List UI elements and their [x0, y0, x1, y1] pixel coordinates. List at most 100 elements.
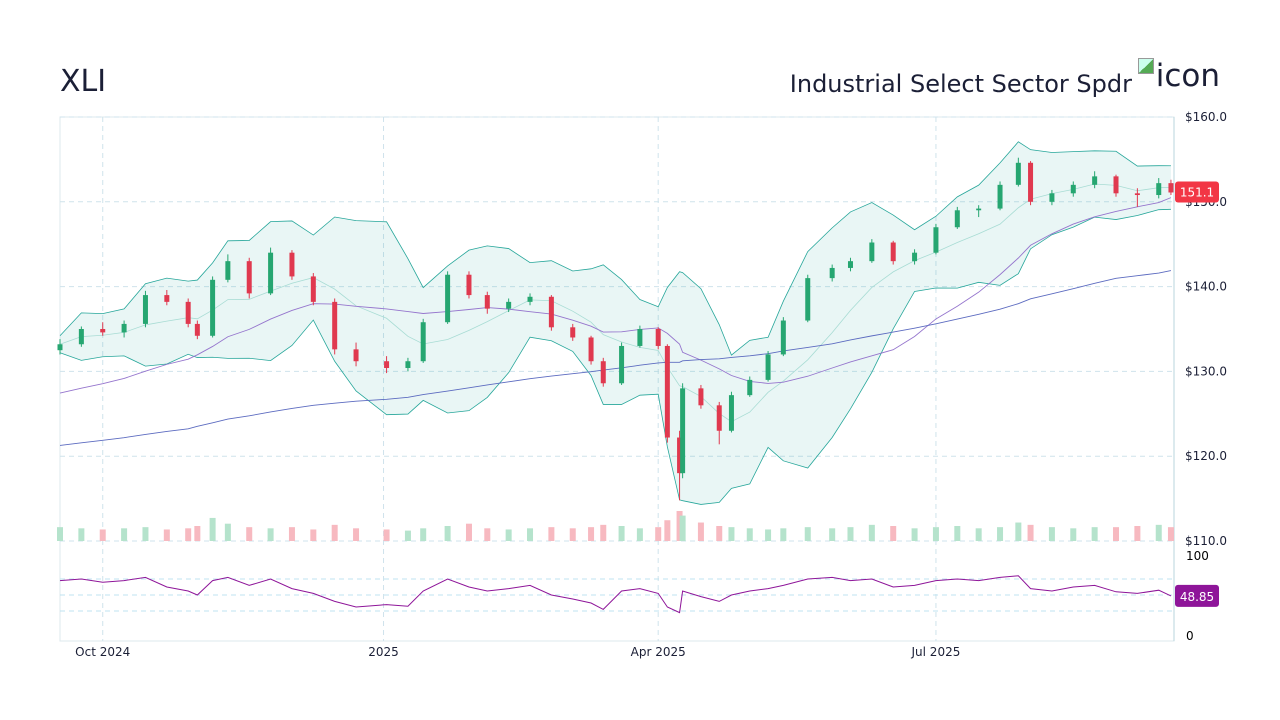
volume-bar	[954, 526, 961, 541]
volume-bar	[1015, 522, 1022, 541]
rsi-last-label: 48.85	[1180, 590, 1214, 604]
candle-body	[332, 301, 338, 350]
candle-body	[1070, 184, 1076, 194]
last-price-badge	[1175, 181, 1219, 203]
volume-bar	[1155, 524, 1162, 541]
volume-bar	[1070, 528, 1077, 541]
candle-body	[698, 388, 704, 406]
candle-body	[164, 295, 170, 302]
y-tick-label: $120.0	[1185, 449, 1227, 463]
candle-body	[747, 379, 753, 396]
candle-body	[1113, 176, 1119, 194]
volume-bar	[246, 527, 253, 541]
volume-bar	[383, 529, 390, 541]
volume-bar	[465, 523, 472, 541]
rsi-axis-label: 0	[1186, 629, 1194, 643]
candle-body	[1049, 193, 1055, 202]
volume-bar	[975, 528, 982, 541]
bollinger-band-fill	[60, 141, 1171, 505]
volume-bar	[527, 528, 534, 541]
volume-bar	[420, 528, 427, 541]
candle-body	[570, 327, 576, 338]
volume-bar	[847, 527, 854, 541]
volume-bar	[288, 527, 295, 541]
volume-bar	[484, 528, 491, 541]
candle-body	[466, 274, 472, 296]
volume-bar	[331, 524, 338, 541]
x-tick-label: Apr 2025	[631, 645, 686, 659]
candle-body	[869, 242, 875, 262]
x-tick-label: 2025	[368, 645, 399, 659]
y-tick-label: $140.0	[1185, 280, 1227, 294]
candle-body	[78, 329, 84, 345]
volume-bar	[224, 523, 231, 541]
volume-bar	[868, 524, 875, 541]
candle-body	[527, 296, 533, 302]
volume-bar	[548, 527, 555, 541]
candle-body	[765, 354, 771, 380]
candle-body	[268, 252, 274, 294]
volume-bar	[600, 524, 607, 541]
candle-body	[1092, 176, 1098, 185]
bollinger-upper	[59, 141, 1171, 356]
candle-body	[100, 329, 106, 333]
candle-body	[655, 329, 661, 346]
y-tick-label: $110.0	[1185, 534, 1227, 548]
candle-body	[484, 295, 490, 309]
candle-body	[847, 261, 853, 268]
candle-body	[619, 345, 625, 384]
candle-body	[246, 261, 252, 294]
candle-body	[289, 252, 295, 277]
candle-body	[600, 361, 606, 384]
candle-body	[997, 184, 1003, 209]
x-tick-label: Jul 2025	[911, 645, 961, 659]
candle-body	[664, 345, 670, 438]
broken-image-icon	[1137, 58, 1154, 74]
ticker-symbol: XLI	[60, 64, 107, 99]
candle-body	[405, 361, 411, 369]
candle-body	[185, 301, 191, 324]
volume-bar	[780, 528, 787, 541]
volume-bar	[78, 528, 85, 541]
volume-bar	[310, 529, 317, 541]
volume-bar	[194, 526, 201, 541]
candle-body	[548, 296, 554, 328]
candle-body	[353, 349, 359, 362]
volume-bar	[569, 528, 576, 541]
volume-bar	[697, 522, 704, 541]
volume-bar	[890, 526, 897, 541]
candle-body	[890, 242, 896, 262]
volume-bar	[1091, 527, 1098, 541]
candle-body	[805, 278, 811, 321]
volume-bar	[679, 515, 686, 541]
candle-body	[677, 437, 683, 474]
volume-bar	[163, 529, 170, 541]
volume-bar	[911, 528, 918, 541]
candle-body	[121, 323, 127, 333]
candle-body	[142, 295, 148, 324]
candle-body	[954, 210, 960, 228]
volume-bar	[636, 528, 643, 541]
volume-bar	[655, 527, 662, 541]
candle-body	[829, 267, 835, 279]
volume-bar	[57, 527, 63, 541]
y-tick-label: $130.0	[1185, 364, 1227, 378]
volume-bar	[1167, 527, 1174, 541]
volume-bar	[505, 529, 512, 541]
candle-body	[637, 329, 643, 346]
volume-bar	[728, 527, 735, 541]
fund-name: Industrial Select Sector Spdr	[789, 70, 1132, 98]
candle-body	[933, 227, 939, 253]
volume-bar	[121, 528, 128, 541]
fund-icon: icon	[1137, 58, 1220, 94]
volume-bar	[1113, 527, 1120, 541]
volume-bar	[676, 511, 683, 541]
candle-body	[1168, 183, 1174, 193]
candle-body	[310, 276, 316, 302]
candle-body	[194, 323, 200, 336]
volume-bar	[765, 529, 772, 541]
bollinger-lower	[59, 208, 1171, 505]
candle-body	[506, 301, 512, 309]
volume-bar	[829, 528, 836, 541]
